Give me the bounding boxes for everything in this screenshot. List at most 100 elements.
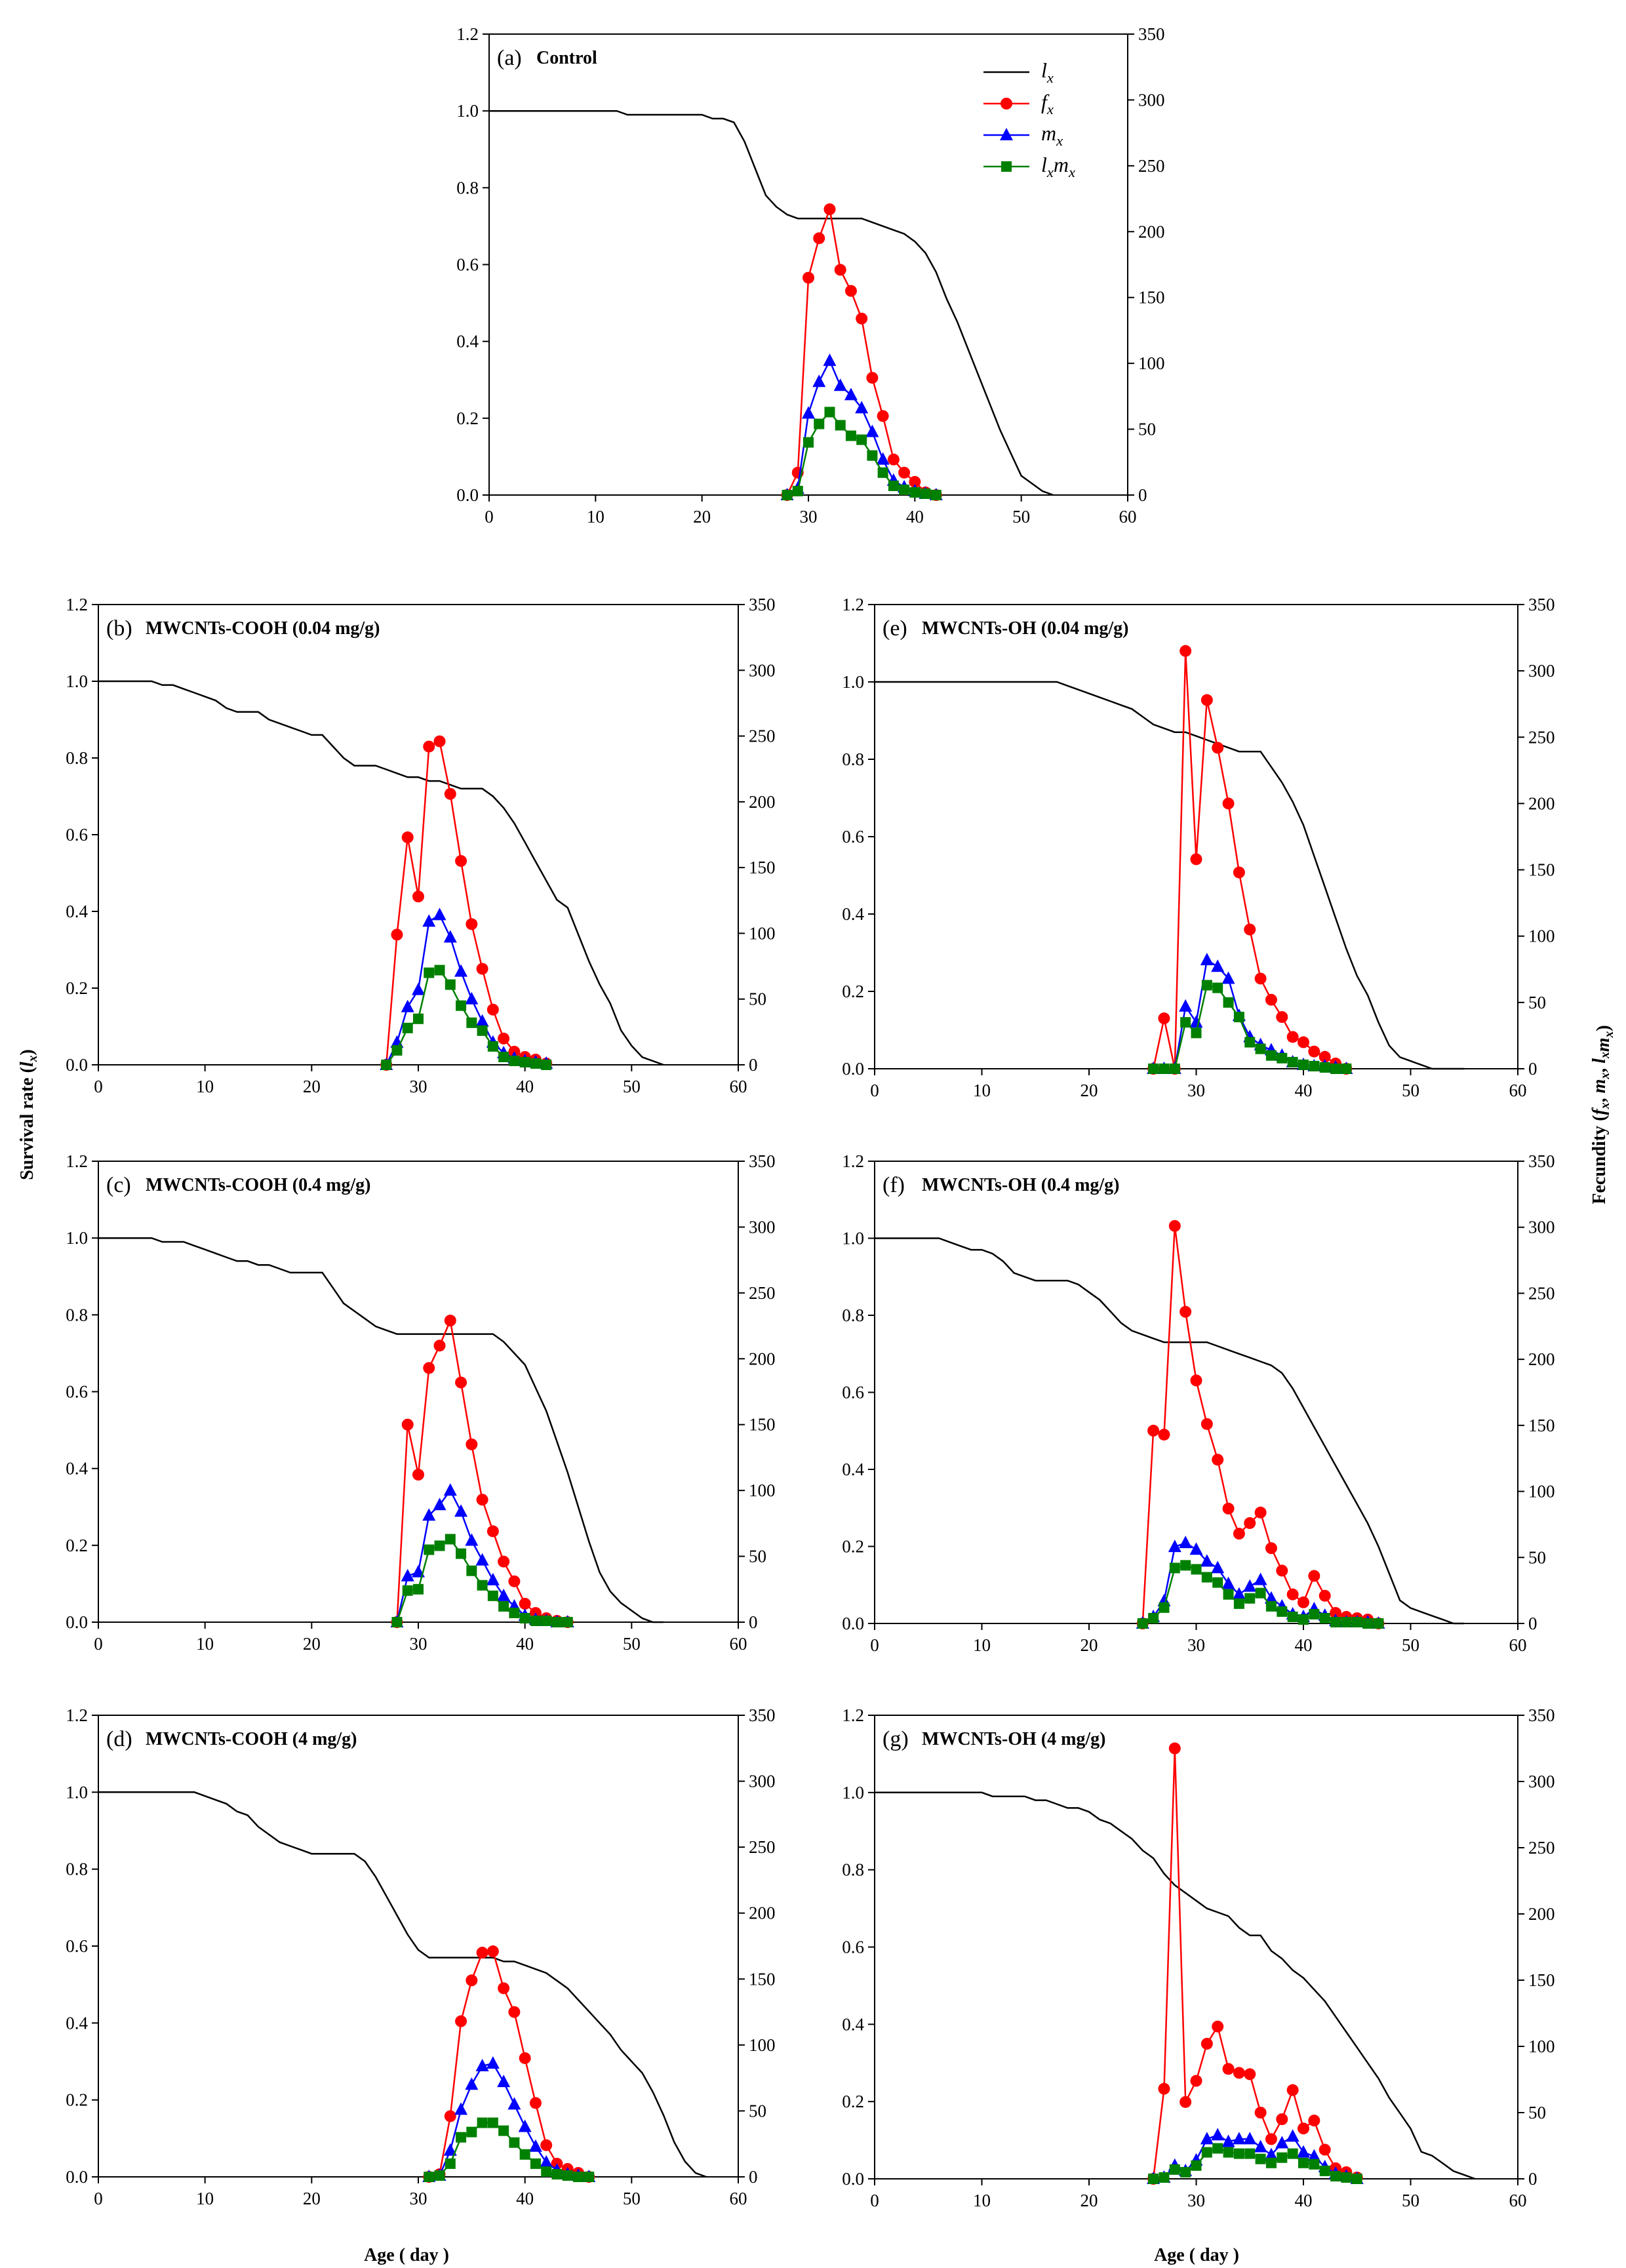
point-mx [486, 1572, 500, 1585]
point-mx [454, 2102, 468, 2115]
point-mx [1232, 1587, 1246, 1600]
point-lxmx [1351, 1616, 1362, 1627]
x-tick-label: 60 [1509, 1635, 1527, 1655]
y-left-tick-label: 1.0 [842, 1229, 864, 1248]
x-tick-label: 20 [303, 1077, 321, 1096]
point-fx [433, 1340, 446, 1352]
point-fx [1180, 1305, 1192, 1318]
series-line-lxmx [386, 969, 547, 1066]
chart-panel-b: 0 10 20 30 40 50 60 0.0 0.2 0.4 0.6 0.8 1.0 1.2 0 50 100… [66, 595, 775, 1096]
point-fx [1254, 1506, 1267, 1519]
point-lxmx [1277, 1606, 1288, 1617]
point-fx [1168, 1742, 1181, 1755]
point-lxmx [888, 480, 899, 491]
chart-panel-a: 0 10 20 30 40 50 60 0.0 0.2 0.4 0.6 0.8 1.0 1.2 0 50 100… [456, 24, 1164, 527]
y-left-tick-label: 0.2 [842, 982, 864, 1001]
series-lx [489, 109, 1054, 496]
series-fx [1147, 1742, 1363, 2185]
point-mx [1200, 2132, 1214, 2145]
x-tick-label: 30 [1187, 2191, 1205, 2210]
point-fx [1319, 2143, 1331, 2156]
y-right-tick-label: 0 [749, 2167, 758, 2187]
series-fx [380, 735, 553, 1071]
x-tick-label: 0 [94, 2189, 103, 2208]
legend-label-fx: fx [1041, 90, 1054, 117]
point-lxmx [1159, 1602, 1170, 1613]
series-lx [98, 1237, 664, 1623]
point-fx [455, 2015, 467, 2027]
point-lxmx [1244, 1037, 1256, 1048]
y-right-tick-label: 100 [749, 1481, 776, 1500]
y-right-tick-label: 150 [1138, 288, 1165, 308]
point-lxmx [434, 965, 445, 976]
point-fx [508, 2006, 521, 2018]
point-lxmx [1159, 2172, 1170, 2183]
point-lxmx [391, 1044, 403, 1056]
point-fx [1190, 2075, 1202, 2087]
y-left-tick-label: 0.0 [66, 2167, 88, 2187]
panel-title: MWCNTs-COOH (0.4 mg/g) [146, 1175, 371, 1195]
series-line-lx [875, 681, 1465, 1070]
point-fx [1276, 1564, 1288, 1577]
point-lxmx [1244, 1593, 1256, 1604]
point-fx [444, 2110, 456, 2122]
y-left-tick-label: 0.8 [842, 749, 864, 769]
point-fx [823, 203, 836, 216]
y-left-tick-label: 0.4 [456, 332, 479, 351]
y-right-tick-label: 150 [749, 1415, 776, 1435]
y-right-tick-label: 350 [1528, 1705, 1555, 1725]
point-mx [812, 374, 826, 388]
point-lxmx [1265, 1601, 1277, 1612]
point-lxmx [487, 1041, 498, 1052]
point-lxmx [1287, 2148, 1298, 2159]
y-left-tick-label: 1.0 [842, 672, 864, 692]
point-mx [475, 1553, 489, 1566]
y-right-tick-label: 150 [749, 1969, 776, 1989]
point-fx [1265, 1542, 1277, 1555]
point-mx [1189, 1542, 1203, 1555]
point-lxmx [519, 1056, 530, 1067]
panel-title: MWCNTs-COOH (4 mg/g) [146, 1729, 357, 1749]
point-mx [443, 2143, 457, 2156]
y-left-tick-label: 1.0 [456, 101, 479, 121]
point-lxmx [814, 418, 825, 429]
plot-frame [874, 604, 1518, 1069]
y-left-tick-label: 0.4 [66, 1459, 88, 1479]
x-tick-label: 60 [1509, 1081, 1527, 1100]
series-lxmx [1137, 1560, 1384, 1629]
y-right-tick-label: 100 [1528, 2037, 1555, 2056]
series-lxmx [381, 965, 552, 1070]
y-right-tick-label: 0 [1138, 485, 1147, 505]
y-left-tick-label: 0.2 [842, 2092, 864, 2111]
point-fx [444, 1315, 456, 1327]
legend-marker [1001, 161, 1012, 172]
legend-item-mx: mx [983, 121, 1063, 149]
point-mx [1200, 953, 1214, 966]
point-fx [1233, 1528, 1245, 1540]
series-line-lx [875, 1791, 1476, 2180]
point-fx [887, 453, 900, 466]
y-right-tick-label: 150 [1528, 1416, 1555, 1435]
point-lxmx [509, 1055, 520, 1066]
y-right-tick-label: 350 [1138, 24, 1165, 44]
point-mx [1264, 2147, 1278, 2160]
point-lxmx [1180, 1017, 1191, 1028]
point-lxmx [434, 1540, 445, 1551]
y-left-tick-label: 0.0 [66, 1055, 88, 1075]
point-fx [1200, 694, 1213, 706]
y-right-tick-label: 350 [1528, 595, 1555, 614]
legend-label-mx: mx [1041, 121, 1063, 149]
point-lxmx [1201, 2147, 1212, 2158]
series-fx [1136, 1220, 1385, 1629]
point-fx [412, 890, 424, 903]
point-mx [1221, 2134, 1235, 2147]
point-lxmx [835, 420, 846, 431]
point-lxmx [899, 484, 910, 495]
point-mx [1264, 1591, 1278, 1604]
y-left-tick-label: 0.4 [842, 1460, 864, 1479]
y-left-tick-label: 0.0 [842, 2169, 864, 2189]
point-lxmx [1298, 1059, 1309, 1070]
point-lxmx [930, 490, 942, 500]
point-mx [1275, 2136, 1289, 2149]
point-lxmx [845, 430, 856, 441]
